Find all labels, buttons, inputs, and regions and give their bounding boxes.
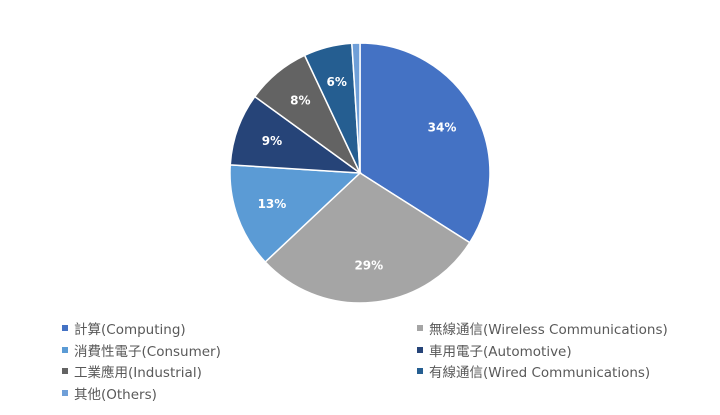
legend-item-3: 車用電子(Automotive) (417, 340, 572, 360)
pie-slice-label-0: 34% (428, 120, 457, 134)
pie-slice-2 (229, 164, 362, 264)
legend-swatch-2 (62, 346, 68, 353)
pie-chart: 34% 29% 13% 9% 8% 6% (229, 42, 491, 304)
pie-chart-svg: 34% 29% 13% 9% 8% 6% (229, 42, 491, 304)
legend-swatch-6 (62, 389, 68, 396)
pie-slice-1 (264, 172, 471, 304)
pie-slice-label-4: 8% (290, 93, 310, 107)
legend-item-1: 無線通信(Wireless Communications) (417, 318, 668, 338)
legend-label-3: 車用電子(Automotive) (429, 343, 572, 360)
legend-label-2: 消費性電子(Consumer) (74, 343, 221, 360)
legend-label-4: 工業應用(Industrial) (74, 365, 202, 381)
pie-slice-label-3: 9% (262, 134, 282, 148)
legend-label-5: 有線通信(Wired Communications) (429, 365, 651, 381)
pie-slice-label-2: 13% (258, 197, 287, 211)
legend-swatch-3 (417, 346, 423, 353)
legend-item-4: 工業應用(Industrial) (62, 361, 202, 381)
legend-item-5: 有線通信(Wired Communications) (417, 361, 650, 381)
legend-swatch-5 (417, 368, 423, 374)
legend-label-6: 其他(Others) (74, 386, 157, 403)
legend-label-1: 無線通信(Wireless Communications) (429, 322, 668, 338)
legend-swatch-0 (62, 325, 68, 331)
pie-slice-6 (351, 42, 361, 174)
legend-swatch-1 (417, 325, 423, 331)
pie-slice-label-5: 6% (327, 75, 347, 89)
legend-swatch-4 (62, 368, 68, 374)
legend-label-0: 計算(Computing) (74, 322, 186, 338)
pie-slice-label-1: 29% (354, 259, 383, 273)
legend-item-2: 消費性電子(Consumer) (62, 340, 221, 360)
legend-item-6: 其他(Others) (62, 383, 157, 403)
legend-item-0: 計算(Computing) (62, 318, 186, 338)
